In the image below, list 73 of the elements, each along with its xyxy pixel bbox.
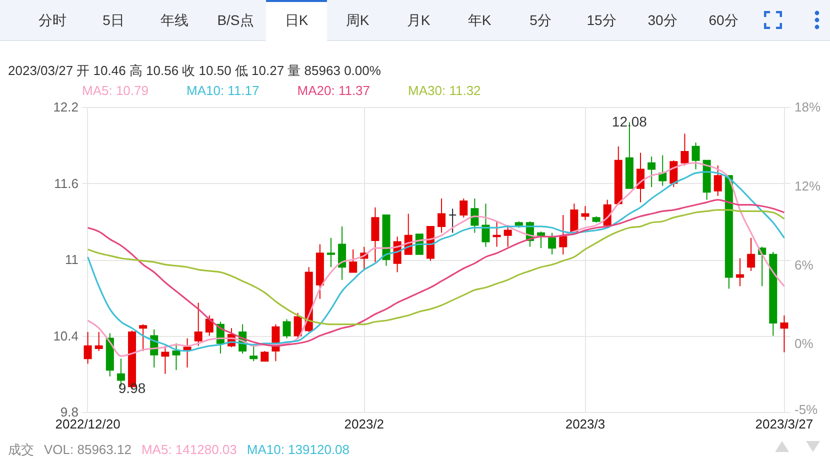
candlestick [636,152,644,203]
y2-tick-label: 0% [794,336,814,352]
candlestick [260,350,269,362]
candlestick [460,198,468,218]
text: 年线 [160,11,190,30]
candlestick [94,331,103,352]
candlestick [581,206,590,221]
candlestick [680,133,689,166]
candlestick [84,331,92,364]
candlestick [205,314,214,336]
y-tick-label: 12.2 [53,100,78,114]
candlestick [438,198,446,234]
text: 周K [344,11,370,30]
y-tick-label: 10.4 [53,328,78,344]
candlestick [172,342,180,371]
text: 2023/03/27 开 10.46 高 10.56 收 10.50 低 10.27 量 85963 0.00% [8,62,381,80]
text: 年K [466,11,492,30]
candlestick [294,312,302,339]
candlestick [670,160,678,188]
candlestick [747,237,756,272]
annotation: 12.08 [612,113,648,130]
candlestick [570,203,578,234]
text: 30分 [646,11,678,30]
text: 60分 [708,11,740,30]
y2-tick-label: -5% [794,402,818,417]
candlestick [548,232,556,255]
candlestick [338,226,346,280]
y-tick-label: 11.6 [54,176,78,191]
candlestick [371,206,380,263]
y-tick-label: 9.8 [60,404,78,420]
text: VOL: 85963.12 [44,442,132,457]
candlestick [648,156,656,188]
x-tick-label: 2023/2 [344,416,384,432]
text: MA10: 11.17 [186,83,260,98]
candlestick [448,208,457,234]
annotation: 9.98 [118,380,146,396]
candlestick [139,324,148,352]
text: MA5: 10.79 [82,83,148,98]
y2-tick-label: 18% [794,100,821,114]
text: MA5: 141280.03 [141,442,237,457]
text: 日K [266,0,327,41]
candlestick [492,220,501,248]
text: B/S点 [216,11,255,30]
candlestick [194,302,202,346]
text: 成交 [8,442,34,457]
candlestick [161,345,170,374]
y-tick-label: 11 [65,252,78,267]
candlestick [482,203,490,248]
x-tick-label: 2023/3/27 [755,416,814,432]
text: MA10: 139120.08 [246,442,350,457]
candlestick [282,318,291,339]
text: MA30: 11.32 [408,83,481,98]
candlestick [349,248,358,273]
candlestick [183,338,192,368]
candlestick [692,142,700,170]
text: 分时 [38,11,68,30]
y2-tick-label: 12% [794,178,821,194]
candlestick [559,214,568,255]
text: 月K [406,11,432,30]
candlestick [250,345,258,362]
x-tick-label: 2022/12/20 [55,416,120,432]
candlestick [470,198,479,234]
text: 5日 [102,11,126,30]
y2-tick-label: 6% [794,257,814,272]
text: MA20: 11.37 [297,83,370,98]
text: 15分 [586,11,618,30]
candlestick [504,224,512,248]
candlestick [714,164,722,196]
candlestick [326,237,335,268]
text: 5分 [528,11,552,30]
candlestick [736,258,744,287]
x-tick-label: 2023/3 [565,416,606,432]
candlestick [780,314,788,353]
